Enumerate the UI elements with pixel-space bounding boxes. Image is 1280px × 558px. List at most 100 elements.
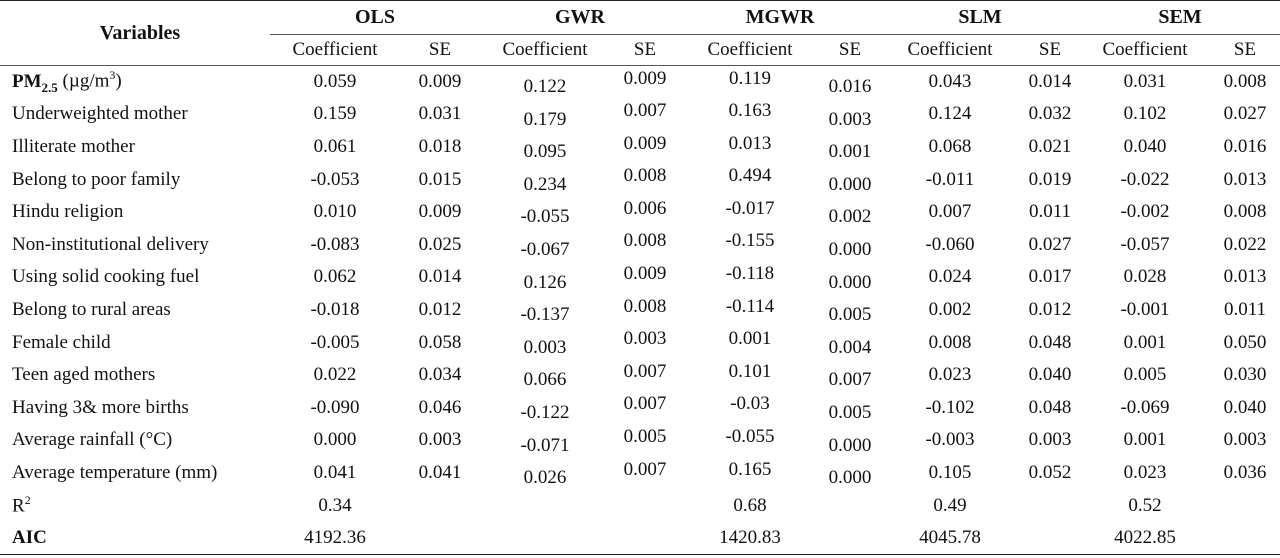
se-cell: 0.048 — [1028, 396, 1072, 418]
table-row: Non-institutional delivery -0.083 0.025 -0.… — [0, 228, 1280, 261]
r2-row: R2 0.34 0.68 0.49 0.52 — [0, 489, 1280, 522]
coefficient-cell: 0.040 — [1123, 135, 1167, 157]
se-cell: 0.013 — [1223, 266, 1267, 288]
coefficient-cell: 0.023 — [1123, 461, 1167, 483]
aic-sem: 4022.85 — [1080, 521, 1211, 555]
coefficient-cell: 0.061 — [313, 135, 357, 157]
se-cell: 0.014 — [1028, 71, 1072, 93]
coefficient-cell: 0.105 — [928, 461, 972, 483]
aic-slm: 4045.78 — [880, 521, 1021, 555]
coefficient-cell: -0.137 — [520, 304, 570, 326]
table-row: Using solid cooking fuel 0.062 0.014 0.126 0… — [0, 261, 1280, 294]
coefficient-cell: -0.057 — [1120, 233, 1170, 255]
coefficient-cell: 0.179 — [523, 108, 567, 130]
coefficient-cell: -0.118 — [725, 263, 775, 285]
coefficient-cell: 0.031 — [1123, 71, 1167, 93]
row-label: Having 3& more births — [12, 396, 189, 418]
coef-header: Coefficient — [292, 39, 378, 60]
aic-label: AIC — [0, 521, 270, 555]
coefficient-cell: -0.067 — [520, 239, 570, 261]
coefficient-cell: 0.013 — [728, 132, 772, 154]
header-row-models: Variables OLS GWR MGWR SLM SEM — [0, 0, 1280, 44]
row-label: Average temperature (mm) — [12, 461, 218, 483]
se-cell: 0.048 — [1028, 331, 1072, 353]
row-label: PM2.5 (µg/m3) — [12, 68, 122, 95]
se-cell: 0.015 — [418, 168, 462, 190]
se-cell: 0.040 — [1223, 396, 1267, 418]
coefficient-cell: -0.053 — [310, 168, 360, 190]
se-cell: 0.008 — [623, 230, 667, 252]
se-cell: 0.003 — [1028, 429, 1072, 451]
se-cell: 0.009 — [418, 201, 462, 223]
model-header-gwr: GWR — [480, 0, 680, 35]
se-cell: 0.034 — [418, 364, 462, 386]
coefficient-cell: -0.060 — [925, 233, 975, 255]
coefficient-cell: -0.018 — [310, 298, 360, 320]
row-label: Illiterate mother — [12, 135, 135, 157]
se-cell: 0.003 — [1223, 429, 1267, 451]
se-cell: 0.036 — [1223, 461, 1267, 483]
row-label: Female child — [12, 331, 111, 353]
table-body: PM2.5 (µg/m3) 0.059 0.009 0.122 0.009 0.119 0.… — [0, 65, 1280, 555]
se-cell: 0.008 — [623, 165, 667, 187]
se-cell: 0.004 — [828, 336, 872, 358]
se-cell: 0.014 — [418, 266, 462, 288]
se-cell: 0.025 — [418, 233, 462, 255]
se-cell: 0.016 — [1223, 135, 1267, 157]
coefficient-cell: 0.007 — [928, 201, 972, 223]
table-row: Underweighted mother 0.159 0.031 0.179 0.007… — [0, 98, 1280, 131]
coefficient-cell: -0.102 — [925, 396, 975, 418]
se-cell: 0.058 — [418, 331, 462, 353]
coefficient-cell: -0.011 — [925, 168, 975, 190]
coef-header: Coefficient — [707, 39, 793, 60]
se-cell: 0.009 — [418, 71, 462, 93]
se-cell: 0.016 — [828, 76, 872, 98]
coef-header: Coefficient — [907, 39, 993, 60]
coefficient-cell: 0.002 — [928, 298, 972, 320]
se-cell: 0.011 — [1223, 298, 1267, 320]
coefficient-cell: 0.000 — [313, 429, 357, 451]
pm-label: PM2.5 — [12, 70, 58, 95]
coefficient-cell: 0.122 — [523, 76, 567, 98]
se-cell: 0.027 — [1223, 103, 1267, 125]
se-cell: 0.040 — [1028, 364, 1072, 386]
se-cell: 0.001 — [828, 141, 872, 163]
coefficient-cell: 0.003 — [523, 336, 567, 358]
se-cell: 0.017 — [1028, 266, 1072, 288]
se-cell: 0.006 — [623, 197, 667, 219]
coefficient-cell: -0.055 — [725, 426, 775, 448]
coefficient-cell: 0.026 — [523, 467, 567, 489]
se-cell: 0.009 — [623, 263, 667, 285]
coefficient-cell: 0.028 — [1123, 266, 1167, 288]
coefficient-cell: -0.090 — [310, 396, 360, 418]
se-cell: 0.011 — [1028, 201, 1072, 223]
se-cell: 0.005 — [828, 402, 872, 424]
se-cell: 0.041 — [418, 461, 462, 483]
coefficient-cell: 0.001 — [1123, 331, 1167, 353]
se-cell: 0.008 — [1223, 201, 1267, 223]
coefficient-cell: 0.234 — [523, 173, 567, 195]
table-row: Belong to poor family -0.053 0.015 0.234 0.0… — [0, 163, 1280, 196]
se-cell: 0.021 — [1028, 135, 1072, 157]
se-cell: 0.052 — [1028, 461, 1072, 483]
se-cell: 0.012 — [418, 298, 462, 320]
se-cell: 0.000 — [828, 271, 872, 293]
coefficient-cell: -0.017 — [725, 197, 775, 219]
coefficient-cell: -0.069 — [1120, 396, 1170, 418]
se-cell: 0.009 — [623, 132, 667, 154]
coefficient-cell: -0.03 — [730, 393, 770, 415]
coefficient-cell: -0.155 — [725, 230, 775, 252]
se-cell: 0.005 — [623, 426, 667, 448]
se-cell: 0.005 — [828, 304, 872, 326]
se-cell: 0.027 — [1028, 233, 1072, 255]
se-cell: 0.022 — [1223, 233, 1267, 255]
model-header-mgwr: MGWR — [680, 0, 881, 35]
coef-header: Coefficient — [1102, 39, 1188, 60]
coefficient-cell: -0.114 — [725, 295, 775, 317]
r2-ols: 0.34 — [318, 494, 352, 516]
coefficient-cell: 0.494 — [728, 165, 772, 187]
se-cell: 0.008 — [623, 295, 667, 317]
se-cell: 0.000 — [828, 239, 872, 261]
coefficient-cell: 0.126 — [523, 271, 567, 293]
coefficient-cell: 0.159 — [313, 103, 357, 125]
